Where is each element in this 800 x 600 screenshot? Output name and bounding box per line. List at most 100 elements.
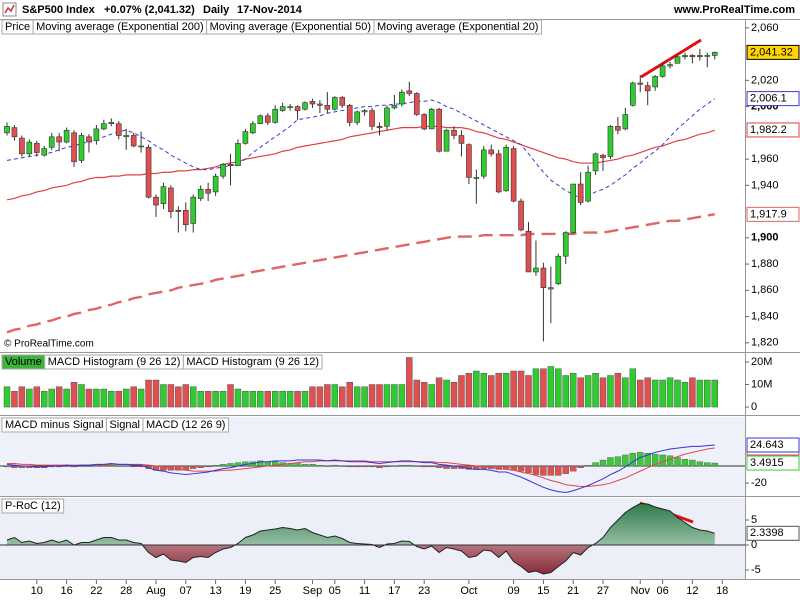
- volume-bar: [249, 391, 257, 408]
- volume-bar: [689, 377, 696, 408]
- volume-bar: [55, 386, 63, 408]
- y-tick-label: 1,880: [751, 258, 779, 270]
- histogram-bar: [294, 463, 301, 467]
- volume-bar: [271, 391, 279, 408]
- candle-body: [399, 91, 405, 105]
- value-box-label: 3.4915: [750, 457, 784, 469]
- histogram-bar: [361, 465, 368, 468]
- volume-bar: [562, 375, 569, 408]
- candle-body: [600, 154, 606, 159]
- histogram-bar: [331, 464, 338, 467]
- legend-label: MACD Histogram (9 26 12): [48, 356, 181, 368]
- candle-body: [264, 115, 271, 123]
- volume-bar: [309, 386, 316, 408]
- volume-bar: [614, 372, 622, 408]
- volume-bar: [465, 372, 473, 408]
- date: 17-Nov-2014: [237, 4, 303, 16]
- candle-body: [242, 131, 249, 144]
- histogram-bar: [301, 464, 309, 467]
- candle-body: [406, 90, 413, 94]
- histogram-bar: [368, 465, 376, 468]
- candle-body: [257, 115, 264, 124]
- candle-body: [436, 108, 442, 152]
- histogram-bar: [3, 465, 11, 468]
- y-tick-label: 1,940: [751, 179, 779, 191]
- volume-bar: [532, 368, 540, 408]
- candle-body: [183, 209, 189, 226]
- x-tick-label: 12: [686, 585, 698, 597]
- candle-body: [525, 230, 532, 273]
- volume-bar: [18, 386, 26, 408]
- histogram-bar: [607, 457, 614, 467]
- candle-body: [384, 107, 390, 127]
- candle-body: [346, 104, 353, 123]
- candle-body: [33, 143, 40, 153]
- candle-body: [503, 146, 509, 191]
- volume-bar: [488, 375, 495, 408]
- volume-bar: [383, 384, 391, 408]
- volume-bar: [257, 391, 264, 408]
- change: +0.07% (2,041.32): [104, 4, 195, 16]
- histogram-bar: [108, 464, 115, 467]
- histogram-bar: [435, 465, 443, 468]
- y-tick-label: 2,060: [751, 22, 779, 34]
- value-box-label: 2,006.1: [750, 93, 787, 105]
- volume-bar: [443, 379, 450, 408]
- volume-bar: [264, 391, 271, 408]
- volume-bar: [316, 386, 324, 408]
- histogram-bar: [391, 465, 398, 467]
- overlay: 2,0602,0202,0001,9601,9401,9001,8801,860…: [1, 19, 800, 597]
- value-box: [746, 455, 800, 471]
- histogram-bar: [696, 461, 704, 467]
- volume-bar: [666, 377, 674, 408]
- histogram-bar: [689, 459, 696, 467]
- histogram-bar: [584, 464, 592, 467]
- candle-body: [607, 125, 614, 157]
- volume-bar: [100, 388, 108, 408]
- candle-body: [711, 52, 718, 56]
- x-tick-label: 09: [507, 585, 519, 597]
- legend-box: [182, 354, 323, 370]
- candle-body: [145, 146, 152, 198]
- legend-label: MACD (12 26 9): [146, 419, 225, 431]
- value-box: [746, 44, 800, 60]
- candle-body: [272, 108, 279, 123]
- candle-body: [510, 148, 517, 202]
- volume-bar: [41, 391, 48, 408]
- candle-body: [205, 188, 211, 194]
- histogram-bar: [413, 465, 420, 467]
- volume-bar: [413, 379, 420, 408]
- histogram-bar: [443, 465, 450, 469]
- candle-body: [391, 104, 398, 109]
- volume-bar: [63, 388, 70, 408]
- histogram-bar: [353, 465, 361, 468]
- volume-bar: [324, 384, 331, 408]
- volume-bar: [204, 391, 212, 408]
- histogram-bar: [115, 465, 122, 467]
- volume-bar: [495, 372, 502, 408]
- candle-body: [56, 136, 62, 143]
- value-box-label: 1,917.9: [750, 208, 787, 220]
- histogram-bar: [674, 457, 681, 467]
- candle-body: [704, 55, 711, 57]
- candle-body: [130, 135, 137, 147]
- histogram-bar: [398, 464, 406, 467]
- histogram-bar: [666, 455, 674, 467]
- area-positive: [7, 503, 715, 545]
- volume-bar: [301, 391, 309, 408]
- volume-bar: [540, 368, 547, 408]
- candle-body: [555, 255, 562, 285]
- volume-bar: [331, 384, 339, 408]
- volume-bar: [190, 386, 197, 408]
- value-box: [746, 206, 800, 222]
- legend-label: Signal: [109, 419, 140, 431]
- candle-body: [480, 149, 487, 177]
- x-tick-label: 23: [418, 585, 430, 597]
- candle-body: [123, 135, 129, 138]
- histogram-bar: [711, 462, 718, 467]
- legend-label: Volume: [5, 356, 42, 368]
- legend-box: [1, 498, 65, 514]
- candle-body: [108, 122, 115, 124]
- candle-body: [294, 106, 301, 111]
- logo-icon: [2, 2, 17, 17]
